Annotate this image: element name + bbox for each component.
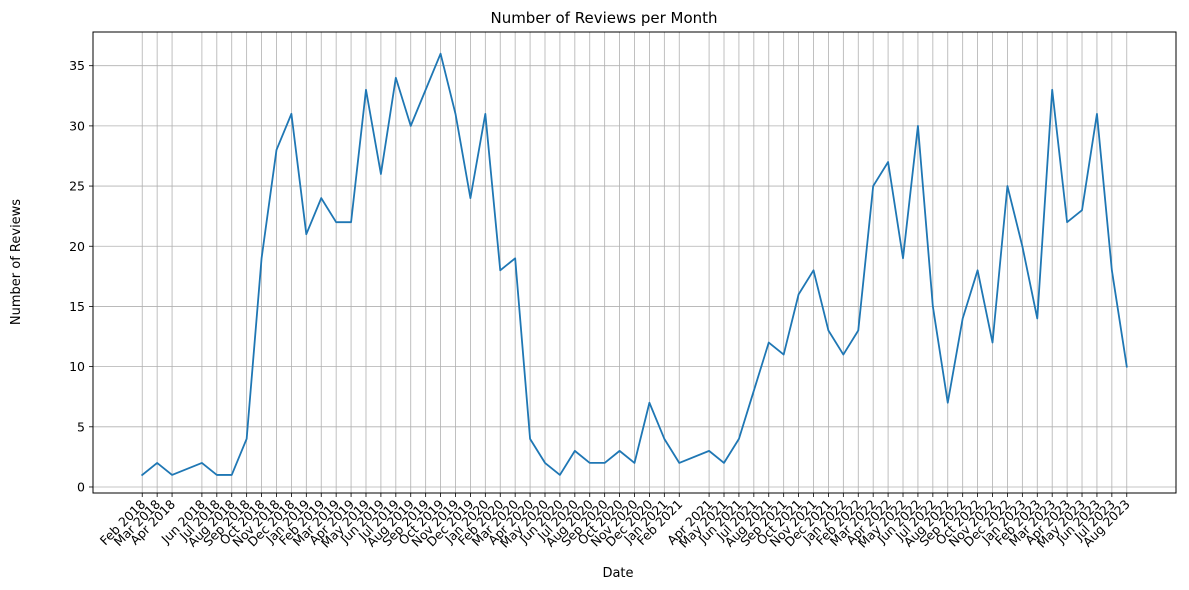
- data-point: [155, 461, 159, 465]
- data-point: [200, 461, 204, 465]
- data-point: [737, 437, 741, 441]
- data-point: [528, 437, 532, 441]
- data-point: [215, 473, 219, 477]
- data-point: [1050, 88, 1054, 92]
- y-tick-label: 30: [69, 118, 85, 133]
- y-tick-label: 15: [69, 299, 85, 314]
- data-point: [453, 112, 457, 116]
- data-point: [543, 461, 547, 465]
- data-point: [647, 401, 651, 405]
- data-point: [856, 329, 860, 333]
- data-point: [468, 196, 472, 200]
- data-point: [349, 220, 353, 224]
- data-point: [1095, 112, 1099, 116]
- data-point: [916, 124, 920, 128]
- data-point: [170, 473, 174, 477]
- data-point: [871, 184, 875, 188]
- data-point: [245, 437, 249, 441]
- data-point: [319, 196, 323, 200]
- data-point: [588, 461, 592, 465]
- data-point: [841, 353, 845, 357]
- data-point: [260, 256, 264, 260]
- data-point: [304, 232, 308, 236]
- data-point: [722, 461, 726, 465]
- data-point: [334, 220, 338, 224]
- plot-area: [140, 52, 1129, 477]
- data-point: [976, 268, 980, 272]
- data-point: [782, 353, 786, 357]
- data-point: [1080, 208, 1084, 212]
- data-point: [379, 172, 383, 176]
- data-point: [812, 268, 816, 272]
- data-point: [1005, 184, 1009, 188]
- data-point: [498, 268, 502, 272]
- data-point: [439, 52, 443, 56]
- data-point: [797, 292, 801, 296]
- data-point: [662, 437, 666, 441]
- data-point: [752, 389, 756, 393]
- data-point: [483, 112, 487, 116]
- data-point: [1110, 268, 1114, 272]
- data-point: [633, 461, 637, 465]
- data-point: [230, 473, 234, 477]
- data-point: [826, 329, 830, 333]
- data-point: [1020, 244, 1024, 248]
- data-point: [424, 88, 428, 92]
- data-point: [1035, 316, 1039, 320]
- data-point: [767, 341, 771, 345]
- y-tick-label: 35: [69, 58, 85, 73]
- y-tick-label: 5: [77, 419, 85, 434]
- data-point: [946, 401, 950, 405]
- data-point: [707, 449, 711, 453]
- data-point: [886, 160, 890, 164]
- axes-frame: [92, 31, 1177, 494]
- data-point: [364, 88, 368, 92]
- y-tick-label: 20: [69, 239, 85, 254]
- data-point: [931, 304, 935, 308]
- x-axis-label: Date: [602, 566, 633, 581]
- chart-title: Number of Reviews per Month: [490, 9, 717, 27]
- y-tick-label: 10: [69, 359, 85, 374]
- series-line: [140, 52, 1128, 477]
- data-point: [394, 76, 398, 80]
- data-point: [991, 341, 995, 345]
- y-axis-label: Number of Reviews: [9, 199, 24, 325]
- data-point: [409, 124, 413, 128]
- y-tick-label: 0: [77, 479, 85, 494]
- data-point: [603, 461, 607, 465]
- data-point: [961, 316, 965, 320]
- data-point: [1125, 365, 1129, 369]
- data-point: [558, 473, 562, 477]
- data-point: [677, 461, 681, 465]
- data-point: [513, 256, 517, 260]
- data-point: [289, 112, 293, 116]
- y-tick-label: 25: [69, 179, 85, 194]
- data-point: [274, 148, 278, 152]
- data-point: [618, 449, 622, 453]
- data-point: [573, 449, 577, 453]
- data-point: [901, 256, 905, 260]
- data-point: [140, 473, 144, 477]
- data-point: [1065, 220, 1069, 224]
- y-axis: 0 5 10 15 20 25 30 35: [69, 58, 93, 494]
